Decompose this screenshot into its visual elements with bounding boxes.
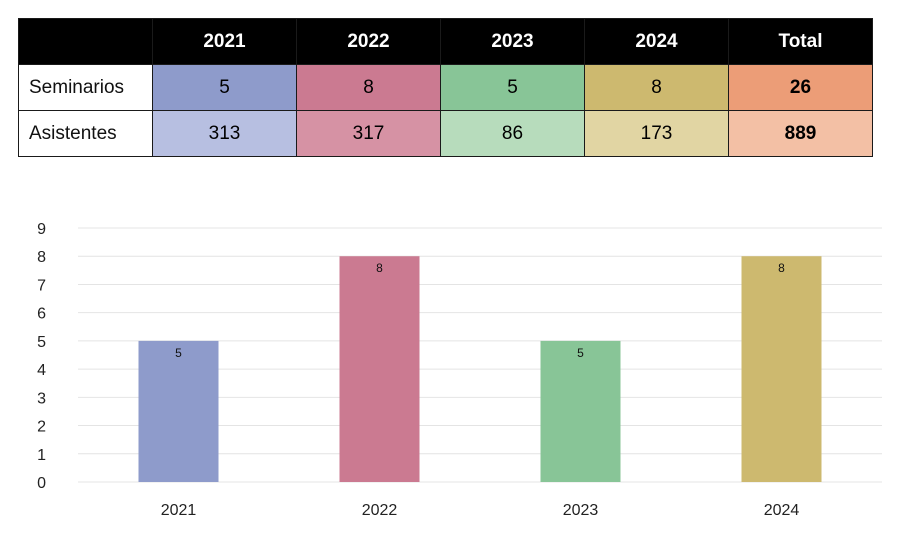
y-tick-label: 8 — [37, 249, 46, 266]
table-cell-total: 889 — [728, 110, 873, 157]
bar — [339, 256, 420, 482]
table-header-row: 2021 2022 2023 2024 Total — [18, 18, 873, 65]
row-label: Seminarios — [18, 64, 153, 111]
table-cell: 5 — [440, 64, 585, 111]
table-header-cell: 2022 — [296, 18, 441, 65]
x-tick-label: 2023 — [563, 502, 599, 519]
data-label: 5 — [577, 346, 584, 360]
table-header-cell: 2024 — [584, 18, 729, 65]
table-cell: 173 — [584, 110, 729, 157]
table-cell: 5 — [152, 64, 297, 111]
y-tick-label: 4 — [37, 362, 46, 379]
table-header-cell — [18, 18, 153, 65]
table-header-cell: Total — [728, 18, 873, 65]
table-row: Seminarios 5 8 5 8 26 — [18, 64, 873, 111]
table-cell-total: 26 — [728, 64, 873, 111]
table-cell: 8 — [584, 64, 729, 111]
data-label: 5 — [175, 346, 182, 360]
x-tick-label: 2021 — [161, 502, 197, 519]
x-tick-label: 2024 — [764, 502, 800, 519]
y-tick-label: 7 — [37, 277, 46, 294]
y-tick-label: 6 — [37, 306, 46, 323]
x-tick-label: 2022 — [362, 502, 398, 519]
table-cell: 86 — [440, 110, 585, 157]
y-tick-label: 0 — [37, 475, 46, 492]
y-tick-label: 9 — [37, 221, 46, 238]
table-cell: 317 — [296, 110, 441, 157]
table-cell: 8 — [296, 64, 441, 111]
y-tick-label: 1 — [37, 447, 46, 464]
y-tick-label: 3 — [37, 390, 46, 407]
table-header-cell: 2021 — [152, 18, 297, 65]
row-label: Asistentes — [18, 110, 153, 157]
data-label: 8 — [376, 261, 383, 275]
bar — [741, 256, 822, 482]
bar-chart: 0 1 2 3 4 5 6 7 8 9 5 2021 8 2022 5 2023 8 2024 — [37, 221, 882, 519]
bar — [540, 340, 621, 482]
table-cell: 313 — [152, 110, 297, 157]
data-label: 8 — [778, 261, 785, 275]
bar — [138, 340, 219, 482]
table-row: Asistentes 313 317 86 173 889 — [18, 110, 873, 157]
y-tick-label: 2 — [37, 419, 46, 436]
y-tick-label: 5 — [37, 334, 46, 351]
summary-table: 2021 2022 2023 2024 Total Seminarios 5 8… — [18, 18, 873, 157]
table-header-cell: 2023 — [440, 18, 585, 65]
